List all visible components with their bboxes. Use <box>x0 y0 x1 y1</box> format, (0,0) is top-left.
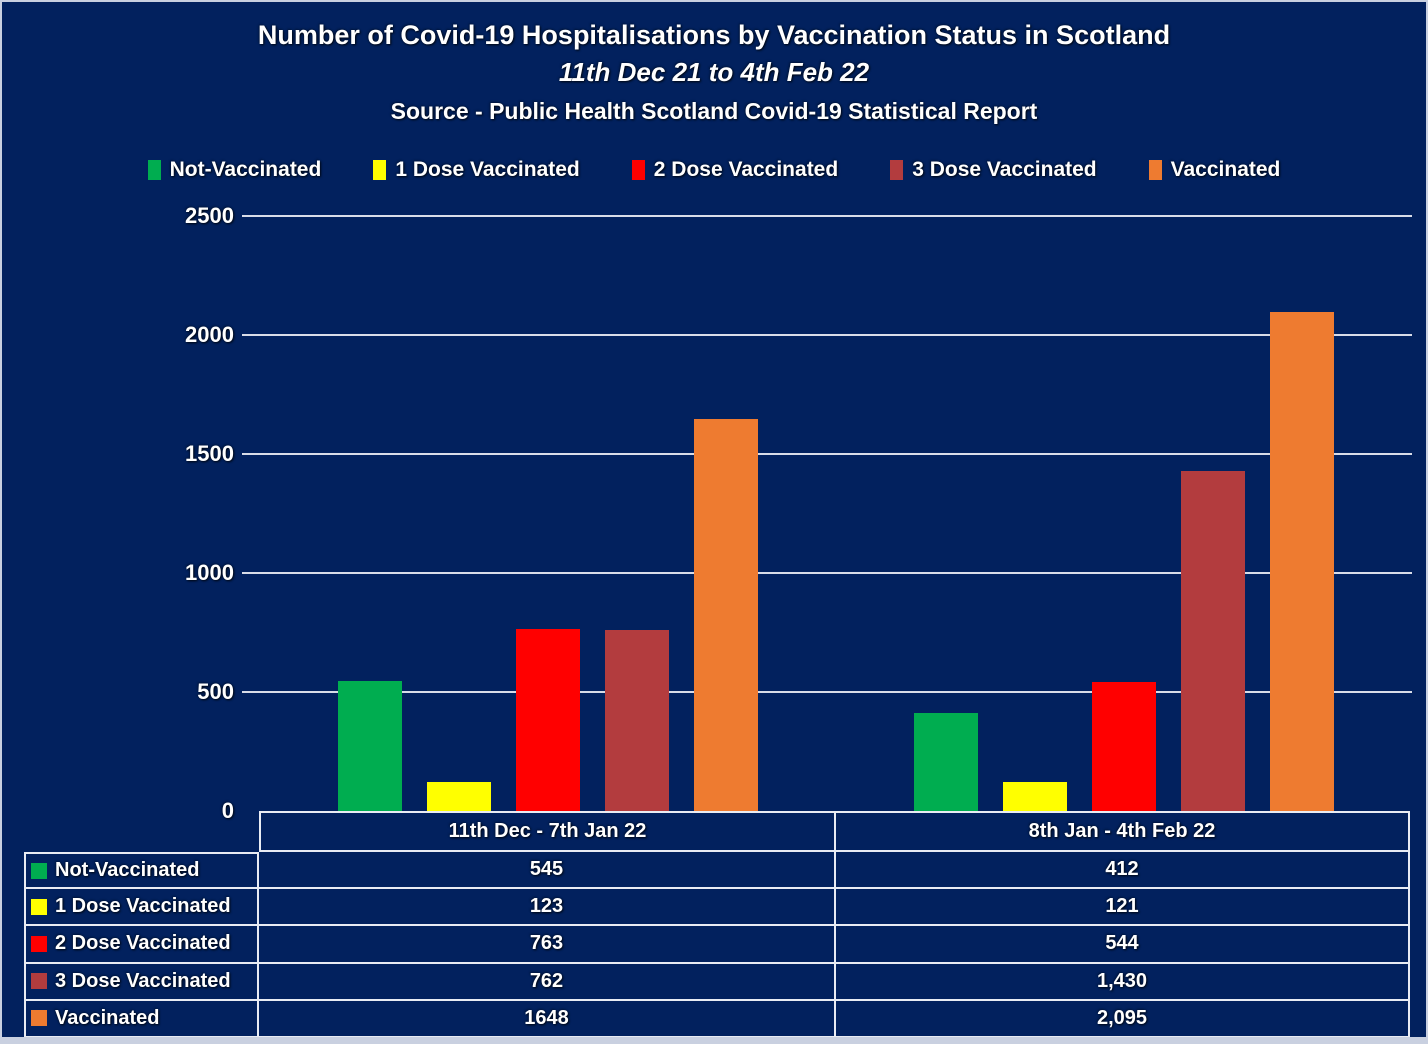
table-header-period-2: 8th Jan - 4th Feb 22 <box>836 811 1410 852</box>
y-axis-label-500: 500 <box>197 679 234 704</box>
table-corner-cell <box>24 811 259 852</box>
legend-label: 2 Dose Vaccinated <box>653 158 839 181</box>
legend-item-3-dose: 3 Dose Vaccinated <box>890 158 1097 182</box>
chart-subtitle: 11th Dec 21 to 4th Feb 22 <box>558 57 870 87</box>
legend-item-vaccinated: Vaccinated <box>1148 158 1281 182</box>
bar-vaccinated-group-1 <box>694 419 758 811</box>
gridline-1500 <box>242 453 1412 455</box>
bar-not-vaccinated-group-2 <box>914 713 978 811</box>
y-axis-label-2500: 2500 <box>185 203 234 228</box>
legend-swatch-icon <box>373 160 387 180</box>
plot-area <box>242 215 1412 811</box>
series-swatch-icon <box>31 898 47 915</box>
legend-item-not-vaccinated: Not-Vaccinated <box>147 158 322 182</box>
legend-swatch-icon <box>631 160 645 180</box>
gridline-500 <box>242 691 1412 693</box>
series-swatch-icon <box>31 862 47 879</box>
legend-label: Vaccinated <box>1170 158 1281 181</box>
table-value: 412 <box>836 852 1410 890</box>
y-axis-label-0: 0 <box>221 798 234 823</box>
gridline-2000 <box>242 334 1412 336</box>
legend-label: 1 Dose Vaccinated <box>395 158 580 181</box>
table-value: 1648 <box>259 1000 836 1037</box>
row-label-text: 3 Dose Vaccinated <box>55 969 231 992</box>
table-value: 2,095 <box>836 1000 1410 1037</box>
row-label-text: 2 Dose Vaccinated <box>55 932 231 955</box>
table-value: 545 <box>259 852 836 890</box>
chart-header: Number of Covid-19 Hospitalisations by V… <box>2 18 1426 130</box>
data-table: 11th Dec - 7th Jan 22 8th Jan - 4th Feb … <box>24 811 1410 1037</box>
bar-1-dose-vaccinated-group-1 <box>427 782 491 811</box>
table-row-label: 2 Dose Vaccinated <box>24 926 259 964</box>
table-value: 121 <box>836 889 1410 927</box>
table-value: 1,430 <box>836 963 1410 1001</box>
legend-swatch-icon <box>890 160 904 180</box>
bar-2-dose-vaccinated-group-1 <box>516 629 580 811</box>
row-label-text: 1 Dose Vaccinated <box>55 895 231 918</box>
bar-vaccinated-group-2 <box>1270 312 1334 811</box>
series-swatch-icon <box>31 935 47 952</box>
chart-source: Source - Public Health Scotland Covid-19… <box>390 98 1038 124</box>
legend-item-1-dose: 1 Dose Vaccinated <box>373 158 580 182</box>
legend-swatch-icon <box>1148 160 1162 180</box>
y-axis-label-1500: 1500 <box>185 441 234 466</box>
bar-1-dose-vaccinated-group-2 <box>1003 782 1067 811</box>
legend-swatch-icon <box>147 160 161 180</box>
legend-label: 3 Dose Vaccinated <box>912 158 1097 181</box>
series-swatch-icon <box>31 1010 47 1027</box>
table-row-label: Vaccinated <box>24 1000 259 1037</box>
row-label-text: Vaccinated <box>55 1006 160 1029</box>
bar-3-dose-vaccinated-group-2 <box>1181 471 1245 811</box>
legend-label: Not-Vaccinated <box>169 158 322 181</box>
row-label-text: Not-Vaccinated <box>55 859 200 882</box>
table-value: 763 <box>259 926 836 964</box>
table-row-label: 1 Dose Vaccinated <box>24 889 259 927</box>
bar-2-dose-vaccinated-group-2 <box>1092 682 1156 811</box>
bar-not-vaccinated-group-1 <box>338 681 402 811</box>
gridline-2500 <box>242 215 1412 217</box>
table-row-label: Not-Vaccinated <box>24 852 259 890</box>
table-value: 123 <box>259 889 836 927</box>
gridline-1000 <box>242 572 1412 574</box>
table-row-label: 3 Dose Vaccinated <box>24 963 259 1001</box>
legend-item-2-dose: 2 Dose Vaccinated <box>631 158 839 182</box>
table-value: 762 <box>259 963 836 1001</box>
chart-title: Number of Covid-19 Hospitalisations by V… <box>257 20 1171 50</box>
table-value: 544 <box>836 926 1410 964</box>
bar-3-dose-vaccinated-group-1 <box>605 630 669 811</box>
chart-legend: Not-Vaccinated 1 Dose Vaccinated 2 Dose … <box>32 154 1396 186</box>
y-axis-label-1000: 1000 <box>185 560 234 585</box>
series-swatch-icon <box>31 973 47 990</box>
table-header-period-1: 11th Dec - 7th Jan 22 <box>259 811 836 852</box>
y-axis-label-2000: 2000 <box>185 322 234 347</box>
